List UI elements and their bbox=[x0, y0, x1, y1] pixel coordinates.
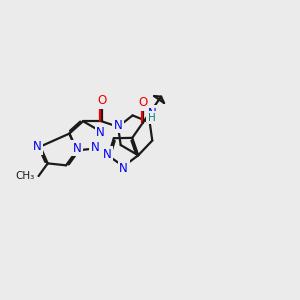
Text: N: N bbox=[96, 126, 105, 139]
Text: N: N bbox=[114, 119, 122, 132]
Text: H: H bbox=[148, 113, 156, 123]
Text: O: O bbox=[97, 94, 106, 107]
Text: CH₃: CH₃ bbox=[16, 171, 35, 181]
Text: N: N bbox=[91, 140, 100, 154]
Text: N: N bbox=[33, 140, 42, 153]
Text: N: N bbox=[148, 107, 157, 120]
Text: N: N bbox=[103, 148, 111, 161]
Text: N: N bbox=[73, 142, 81, 155]
Text: N: N bbox=[119, 162, 128, 175]
Text: O: O bbox=[138, 96, 147, 109]
